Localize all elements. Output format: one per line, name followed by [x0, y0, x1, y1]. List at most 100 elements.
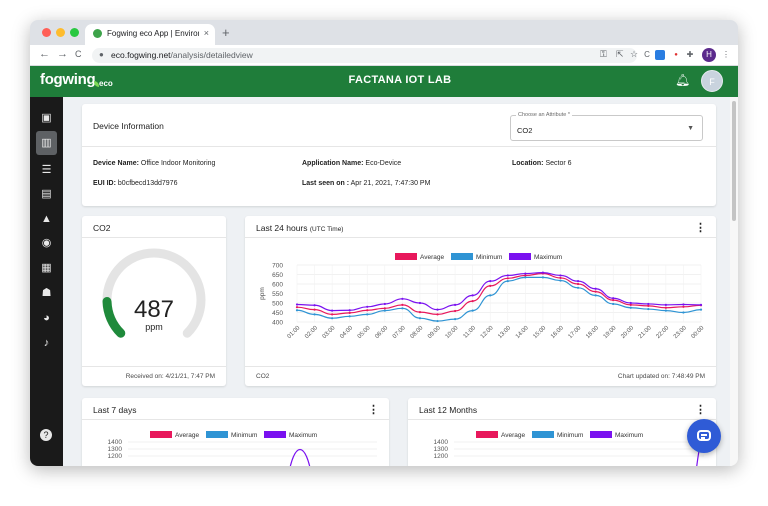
data-point[interactable]: [647, 307, 650, 311]
notification-bell-icon[interactable]: 🔔︎: [675, 73, 691, 87]
extensions-puzzle-icon[interactable]: ✚: [686, 50, 694, 59]
series-line-minimum[interactable]: [296, 276, 702, 322]
data-point[interactable]: [436, 319, 439, 323]
data-point[interactable]: [541, 271, 545, 274]
data-point[interactable]: [471, 294, 474, 297]
data-point[interactable]: [348, 311, 351, 314]
data-point[interactable]: [295, 303, 299, 306]
data-point[interactable]: [664, 303, 667, 306]
data-point[interactable]: [682, 311, 685, 314]
legend-maximum[interactable]: Maximum: [509, 253, 562, 261]
data-point[interactable]: [383, 302, 386, 306]
page-scrollbar[interactable]: [730, 97, 738, 466]
data-point[interactable]: [559, 276, 562, 280]
key-icon[interactable]: ⚿: [600, 49, 607, 59]
data-point[interactable]: [647, 302, 650, 306]
series-line-maximum[interactable]: [296, 271, 702, 312]
device-icon[interactable]: ▤: [41, 188, 52, 200]
data-point[interactable]: [331, 317, 334, 320]
legend-minimum[interactable]: Minimum: [532, 431, 583, 439]
data-point[interactable]: [331, 313, 334, 316]
data-point[interactable]: [629, 301, 632, 305]
data-point[interactable]: [594, 294, 597, 297]
legend-maximum[interactable]: Maximum: [590, 431, 643, 439]
legend-minimum[interactable]: Minimum: [206, 431, 257, 439]
data-point[interactable]: [629, 306, 632, 309]
data-point[interactable]: [559, 279, 562, 282]
account-icon[interactable]: ◕: [43, 312, 50, 324]
data-point[interactable]: [453, 309, 457, 313]
extension-c-icon[interactable]: C: [644, 50, 650, 59]
data-point[interactable]: [576, 282, 580, 286]
data-point[interactable]: [313, 313, 316, 316]
chat-button[interactable]: [687, 419, 721, 453]
bookmark-star-icon[interactable]: ☆: [630, 49, 639, 59]
data-point[interactable]: [576, 280, 580, 283]
data-point[interactable]: [629, 303, 632, 306]
report-icon[interactable]: ▦: [41, 262, 52, 274]
fogwing-logo[interactable]: fogwing: [40, 71, 96, 88]
series-line-maximum[interactable]: [288, 448, 312, 467]
data-point[interactable]: [682, 303, 685, 306]
data-point[interactable]: [295, 306, 299, 309]
chart-menu-icon[interactable]: ⋮: [695, 222, 706, 234]
browser-profile-avatar[interactable]: H: [702, 48, 716, 62]
data-point[interactable]: [699, 308, 703, 311]
data-point[interactable]: [612, 297, 615, 300]
data-point[interactable]: [366, 313, 369, 316]
data-point[interactable]: [489, 294, 492, 297]
notification-icon[interactable]: ♪: [43, 337, 50, 349]
attribute-select[interactable]: Choose an Attribute * CO2 ▼: [510, 112, 703, 141]
legend-average[interactable]: Average: [395, 253, 444, 261]
legend-average[interactable]: Average: [150, 431, 199, 439]
data-point[interactable]: [366, 309, 369, 312]
data-point[interactable]: [348, 315, 351, 318]
chart-menu-icon[interactable]: ⋮: [368, 404, 379, 416]
users-icon[interactable]: ☗: [41, 287, 52, 299]
data-point[interactable]: [612, 299, 615, 302]
data-point[interactable]: [682, 305, 685, 308]
data-point[interactable]: [331, 309, 334, 312]
data-point[interactable]: [506, 274, 509, 277]
data-point[interactable]: [541, 276, 545, 279]
chart-menu-icon[interactable]: ⋮: [695, 404, 706, 416]
data-point[interactable]: [576, 286, 580, 289]
data-point[interactable]: [348, 309, 351, 312]
data-point[interactable]: [366, 305, 369, 308]
data-point[interactable]: [506, 277, 509, 280]
data-point[interactable]: [699, 303, 703, 306]
data-point[interactable]: [418, 311, 422, 314]
data-point[interactable]: [664, 306, 667, 309]
data-point[interactable]: [594, 287, 597, 290]
data-point[interactable]: [453, 318, 457, 321]
data-point[interactable]: [506, 280, 509, 283]
reload-button[interactable]: C: [75, 49, 82, 59]
legend-average[interactable]: Average: [476, 431, 525, 439]
user-avatar[interactable]: F: [701, 70, 723, 92]
extension-red-icon[interactable]: ●: [674, 52, 678, 58]
data-point[interactable]: [453, 303, 457, 306]
share-icon[interactable]: ⇱: [616, 49, 624, 59]
data-point[interactable]: [559, 274, 562, 277]
data-point[interactable]: [489, 280, 492, 283]
data-point[interactable]: [418, 317, 422, 320]
data-point[interactable]: [313, 308, 316, 311]
extension-blue-icon[interactable]: [655, 50, 665, 60]
analytics-icon[interactable]: ▥: [36, 131, 57, 155]
legend-minimum[interactable]: Minimum: [451, 253, 502, 261]
data-point[interactable]: [383, 307, 386, 310]
address-bar[interactable]: ● eco.fogwing.net/analysis/detailedview …: [92, 48, 639, 63]
legend-maximum[interactable]: Maximum: [264, 431, 317, 439]
list-icon[interactable]: ☰: [41, 164, 52, 176]
data-point[interactable]: [295, 309, 299, 312]
data-point[interactable]: [664, 309, 667, 312]
data-point[interactable]: [401, 297, 404, 300]
browser-tab[interactable]: Fogwing eco App | Environment ×: [85, 24, 215, 45]
data-point[interactable]: [418, 301, 422, 305]
data-point[interactable]: [313, 304, 316, 307]
back-button[interactable]: ←: [39, 48, 50, 60]
forward-button[interactable]: →: [57, 48, 68, 60]
data-point[interactable]: [524, 274, 527, 277]
data-point[interactable]: [436, 308, 439, 311]
data-point[interactable]: [489, 284, 492, 287]
